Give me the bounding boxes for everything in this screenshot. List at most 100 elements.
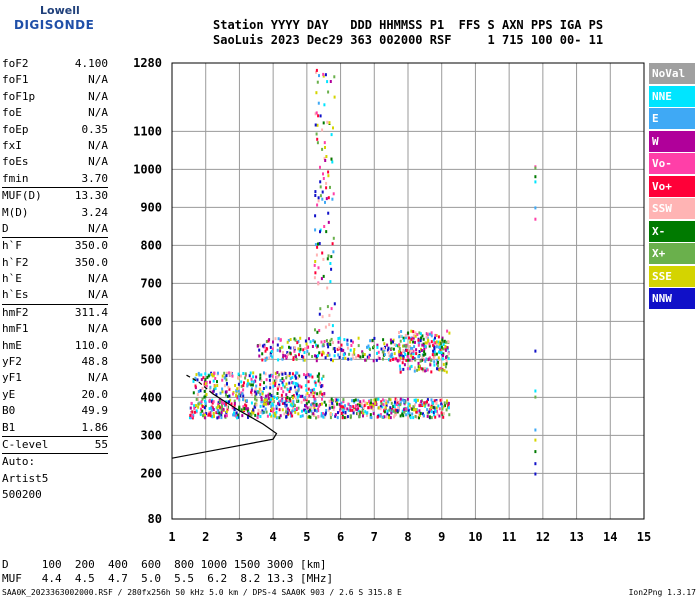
echo-point [438,368,441,372]
echo-point [393,352,396,356]
param-key: M(D) [2,205,29,219]
echo-point [217,371,219,375]
echo-point [297,347,300,351]
echo-point [438,358,441,361]
echo-point [400,330,403,333]
echo-point [379,414,382,418]
echo-point [308,405,311,409]
echo-point [432,405,435,409]
echo-point [373,344,375,348]
echo-point [316,374,319,378]
echo-point [398,399,401,403]
echo-point [330,267,333,271]
echo-point [352,411,355,415]
echo-point [302,355,305,359]
echo-point [382,338,385,342]
echo-point [341,416,344,420]
auto-line: 500200 [2,488,42,502]
echo-point [344,356,347,360]
echo-point [320,377,323,381]
echo-point [294,396,297,400]
echo-point [333,95,336,99]
echo-point [408,345,411,348]
echo-point [436,367,438,371]
echo-point [303,373,305,377]
echo-point [392,347,395,351]
echo-point [318,383,321,387]
param-value: N/A [88,138,108,152]
echo-point [230,402,233,406]
echo-point [295,355,297,359]
echo-point [339,404,342,408]
echo-point [444,404,446,408]
echo-point [426,414,429,418]
echo-point [317,282,320,286]
echo-point [401,409,404,413]
echo-point [334,350,336,353]
echo-point [404,336,407,340]
param-row: foEs N/A [2,154,108,170]
echo-point [294,382,297,385]
echo-point [263,402,265,406]
y-tick-label: 300 [140,428,162,442]
x-tick-label: 6 [337,530,344,544]
echo-point [286,388,289,392]
echo-point [338,355,341,359]
echo-point [320,402,323,406]
echo-point [317,376,320,380]
echo-point [417,398,419,402]
echo-point [340,347,343,351]
echo-point [422,358,425,362]
echo-point [254,389,257,393]
echo-point [323,400,326,404]
echo-point [446,360,448,364]
echo-point [403,408,405,412]
echo-point [409,416,412,420]
echo-point [359,400,362,404]
echo-point [301,409,303,413]
echo-point [357,409,360,413]
echo-point [437,356,440,360]
echo-point [369,413,372,417]
echo-point [427,358,430,362]
echo-point [252,371,255,375]
echo-point [289,338,292,341]
echo-point [270,414,273,418]
echo-point [317,409,320,413]
echo-point [257,390,260,394]
param-key: B1 [2,420,16,434]
echo-point [246,379,249,383]
echo-point [318,372,320,376]
echo-point [433,345,436,349]
echo-point [272,340,274,344]
echo-point [362,355,365,358]
echo-point [312,395,315,398]
echo-point [445,358,448,362]
echo-point [202,376,205,380]
echo-point [369,415,372,419]
echo-point [342,410,345,414]
echo-point [287,398,290,402]
echo-point [265,394,268,398]
legend-nnw: NNW [649,288,695,309]
echo-point [349,414,352,418]
x-tick-label: 7 [371,530,378,544]
echo-point [415,348,418,352]
echo-point [413,345,416,349]
echo-point [332,341,334,345]
echo-point [302,398,305,402]
echo-point [289,351,292,355]
echo-point [218,400,221,403]
echo-point [435,400,438,404]
echo-point [272,407,275,411]
echo-point [409,340,412,344]
echo-point [323,103,326,107]
echo-point [268,374,271,378]
echo-point [320,277,323,281]
echo-point [247,415,249,419]
param-key: foF1p [2,89,36,103]
echo-point [430,370,433,374]
echo-point [436,358,439,362]
echo-point [334,413,337,417]
echo-point [267,393,270,397]
